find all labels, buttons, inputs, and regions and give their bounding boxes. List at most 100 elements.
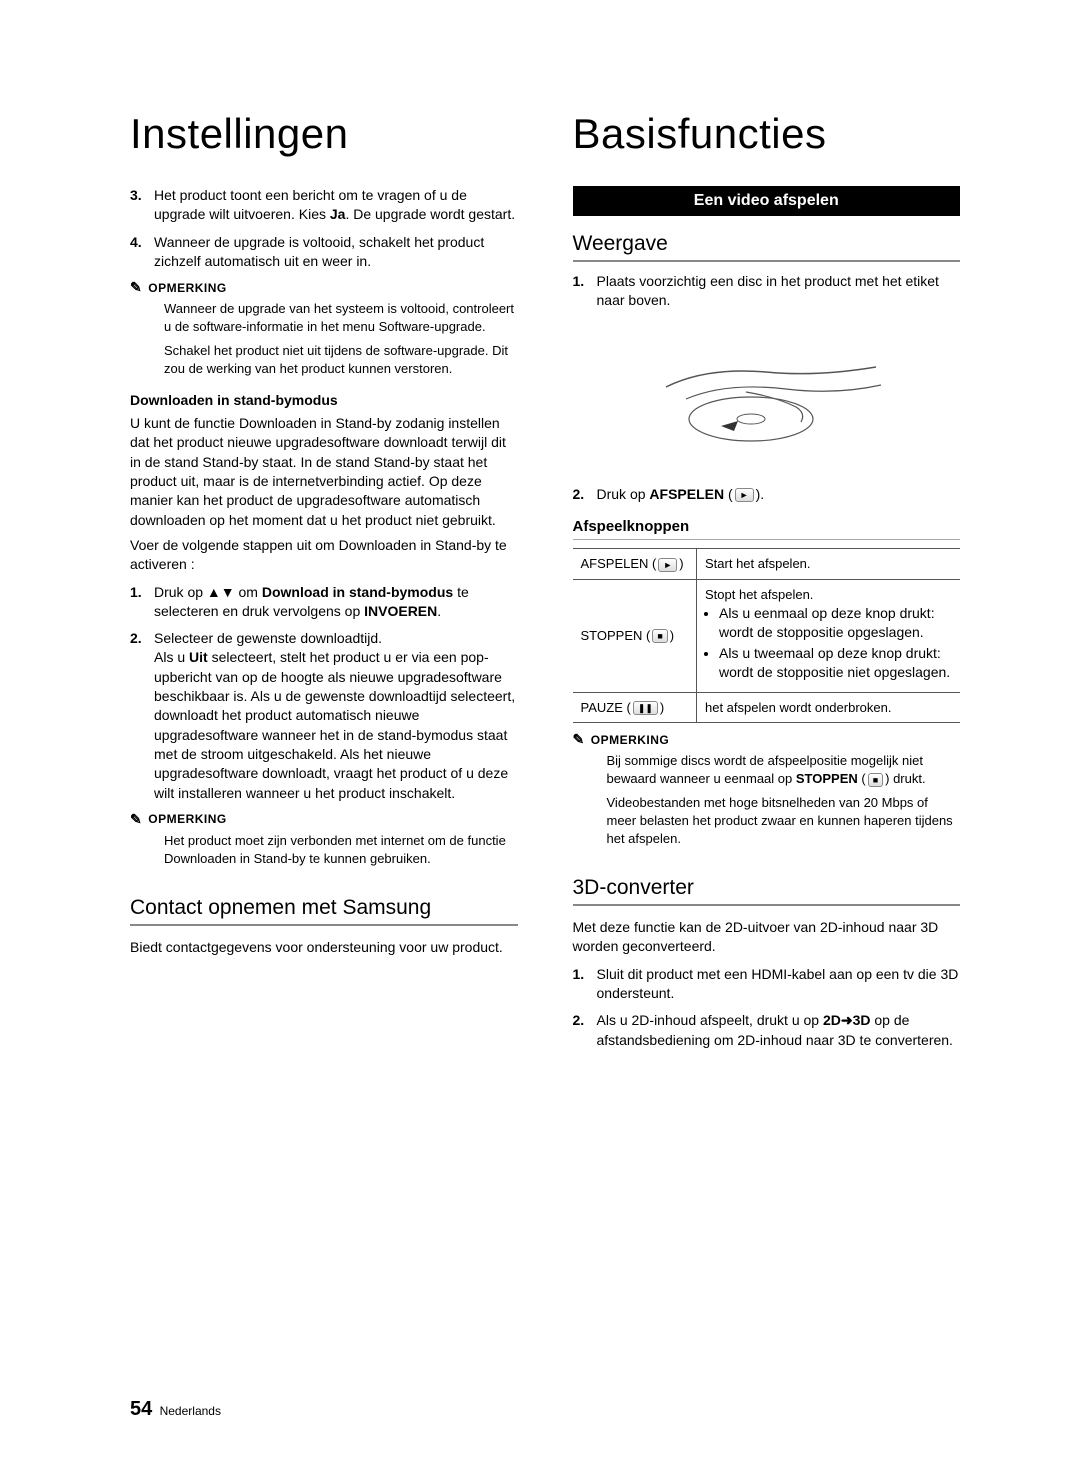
step-4-num: 4. xyxy=(130,233,142,252)
w-step-1: 1. Plaats voorzichtig een disc in het pr… xyxy=(573,272,961,311)
table-row: PAUZE (❚❚) het afspelen wordt onderbroke… xyxy=(573,692,961,723)
note-2-label: OPMERKING xyxy=(148,812,227,826)
step-3-bold: Ja xyxy=(330,206,346,222)
dl-s2-bold: Uit xyxy=(189,649,208,665)
weergave-heading: Weergave xyxy=(573,232,961,262)
w-s2-post: ( xyxy=(724,486,733,502)
converter-steps: 1. Sluit dit product met een HDMI-kabel … xyxy=(573,965,961,1050)
stop-icon: ■ xyxy=(868,773,883,787)
note-3-body: Bij sommige discs wordt de afspeelpositi… xyxy=(573,752,961,848)
buttons-table: AFSPELEN (►) Start het afspelen. STOPPEN… xyxy=(573,548,961,723)
note-3-p2: Videobestanden met hoge bitsnelheden van… xyxy=(607,794,961,848)
n3-p1b: STOPPEN xyxy=(796,771,858,786)
step-3-tail: . De upgrade wordt gestart. xyxy=(345,206,515,222)
w-s1-text: Plaats voorzichtig een disc in het produ… xyxy=(597,273,939,308)
note-1-head: ✎ OPMERKING xyxy=(130,279,518,296)
dl-s2-l2b: selecteert, stelt het product u er via e… xyxy=(154,649,515,800)
note-icon: ✎ xyxy=(130,811,142,828)
step-4: 4. Wanneer de upgrade is voltooid, schak… xyxy=(130,233,518,272)
download-p1: U kunt de functie Downloaden in Stand-by… xyxy=(130,414,518,530)
section-bar: Een video afspelen xyxy=(573,186,961,216)
play-icon: ► xyxy=(658,558,677,572)
note-2-body: Het product moet zijn verbonden met inte… xyxy=(130,832,518,868)
download-body: U kunt de functie Downloaden in Stand-by… xyxy=(130,414,518,575)
contact-body: Biedt contactgegevens voor ondersteuning… xyxy=(130,938,518,957)
right-column: Basisfuncties Een video afspelen Weergav… xyxy=(573,110,961,1058)
w-s2-pre: Druk op xyxy=(597,486,650,502)
c-s1-num: 1. xyxy=(573,965,585,984)
table-row: STOPPEN (■) Stopt het afspelen. Als u ee… xyxy=(573,579,961,692)
c-s2-bold: 2D➜3D xyxy=(823,1012,871,1028)
dl-s2-l2a: Als u xyxy=(154,649,189,665)
note-2-head: ✎ OPMERKING xyxy=(130,811,518,828)
disc-insert-illustration xyxy=(646,327,886,467)
dl-s2-num: 2. xyxy=(130,629,142,648)
c-s2-pre: Als u 2D-inhoud afspeelt, drukt u op xyxy=(597,1012,823,1028)
r2-b2: Als u tweemaal op deze knop drukt: wordt… xyxy=(719,644,952,683)
dl-step-1: 1. Druk op ▲▼ om Download in stand-bymod… xyxy=(130,583,518,622)
n3-p1d: ) drukt. xyxy=(885,771,925,786)
note-3-p1: Bij sommige discs wordt de afspeelpositi… xyxy=(607,752,961,788)
dl-s1-b1: Download in stand-bymodus xyxy=(262,584,453,600)
page-columns: Instellingen 3. Het product toont een be… xyxy=(130,110,960,1058)
play-icon: ► xyxy=(735,488,754,502)
r2-label: STOPPEN ( xyxy=(581,628,651,643)
conv-step-2: 2. Als u 2D-inhoud afspeelt, drukt u op … xyxy=(573,1011,961,1050)
stop-icon: ■ xyxy=(652,629,667,643)
note-icon: ✎ xyxy=(130,279,142,296)
note-3-head: ✎ OPMERKING xyxy=(573,731,961,748)
contact-heading: Contact opnemen met Samsung xyxy=(130,896,518,926)
note-2-p1: Het product moet zijn verbonden met inte… xyxy=(164,832,518,868)
step-3: 3. Het product toont een bericht om te v… xyxy=(130,186,518,225)
weergave-steps-2: 2. Druk op AFSPELEN (►). xyxy=(573,485,961,504)
page-lang: Nederlands xyxy=(160,1404,221,1418)
r1-label: AFSPELEN ( xyxy=(581,556,657,571)
page-footer: 54 Nederlands xyxy=(130,1398,221,1421)
cell-pause-desc: het afspelen wordt onderbroken. xyxy=(697,692,961,723)
note-1-body: Wanneer de upgrade van het systeem is vo… xyxy=(130,300,518,378)
w-s2-num: 2. xyxy=(573,485,585,504)
r3-label: PAUZE ( xyxy=(581,700,631,715)
w-s2-tail: ). xyxy=(756,486,765,502)
dl-s1-num: 1. xyxy=(130,583,142,602)
w-s1-num: 1. xyxy=(573,272,585,291)
note-1-p1: Wanneer de upgrade van het systeem is vo… xyxy=(164,300,518,336)
c-s1-text: Sluit dit product met een HDMI-kabel aan… xyxy=(597,966,959,1001)
download-steps: 1. Druk op ▲▼ om Download in stand-bymod… xyxy=(130,583,518,803)
r2-b1: Als u eenmaal op deze knop drukt: wordt … xyxy=(719,604,952,643)
cell-play-desc: Start het afspelen. xyxy=(697,548,961,579)
afspeelknoppen-heading: Afspeelknoppen xyxy=(573,518,961,540)
n3-p1c: ( xyxy=(858,771,866,786)
cell-pause-label: PAUZE (❚❚) xyxy=(573,692,697,723)
left-column: Instellingen 3. Het product toont een be… xyxy=(130,110,518,1058)
step-4-text: Wanneer de upgrade is voltooid, schakelt… xyxy=(154,234,484,269)
conv-step-1: 1. Sluit dit product met een HDMI-kabel … xyxy=(573,965,961,1004)
cell-play-label: AFSPELEN (►) xyxy=(573,548,697,579)
dl-s1-post: . xyxy=(437,603,441,619)
r2-d1: Stopt het afspelen. xyxy=(705,587,813,602)
download-heading: Downloaden in stand-bymodus xyxy=(130,392,518,408)
note-3: ✎ OPMERKING Bij sommige discs wordt de a… xyxy=(573,731,961,848)
step-3-num: 3. xyxy=(130,186,142,205)
pause-icon: ❚❚ xyxy=(633,701,658,715)
left-steps-34: 3. Het product toont een bericht om te v… xyxy=(130,186,518,271)
dl-s1-b2: INVOEREN xyxy=(364,603,437,619)
note-1-label: OPMERKING xyxy=(148,281,227,295)
download-p2: Voer de volgende stappen uit om Download… xyxy=(130,536,518,575)
dl-step-2: 2. Selecteer de gewenste downloadtijd. A… xyxy=(130,629,518,803)
cell-stop-label: STOPPEN (■) xyxy=(573,579,697,692)
left-title: Instellingen xyxy=(130,110,518,158)
right-title: Basisfuncties xyxy=(573,110,961,158)
page-number: 54 xyxy=(130,1398,152,1420)
c-s2-num: 2. xyxy=(573,1011,585,1030)
weergave-steps: 1. Plaats voorzichtig een disc in het pr… xyxy=(573,272,961,311)
w-step-2: 2. Druk op AFSPELEN (►). xyxy=(573,485,961,504)
note-icon: ✎ xyxy=(573,731,585,748)
note-1-p2: Schakel het product niet uit tijdens de … xyxy=(164,342,518,378)
converter-body: Met deze functie kan de 2D-uitvoer van 2… xyxy=(573,918,961,957)
table-row: AFSPELEN (►) Start het afspelen. xyxy=(573,548,961,579)
note-1: ✎ OPMERKING Wanneer de upgrade van het s… xyxy=(130,279,518,378)
converter-heading: 3D-converter xyxy=(573,876,961,906)
note-2: ✎ OPMERKING Het product moet zijn verbon… xyxy=(130,811,518,868)
cell-stop-desc: Stopt het afspelen. Als u eenmaal op dez… xyxy=(697,579,961,692)
